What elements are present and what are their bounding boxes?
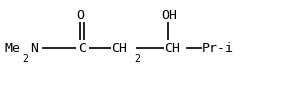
Text: C: C: [78, 42, 86, 55]
Text: N: N: [30, 42, 38, 55]
Text: O: O: [76, 9, 84, 22]
Text: 2: 2: [22, 54, 28, 64]
Text: OH: OH: [161, 9, 177, 22]
Text: 2: 2: [134, 54, 140, 64]
Text: CH: CH: [164, 42, 180, 55]
Text: Me: Me: [4, 42, 20, 55]
Text: Pr-i: Pr-i: [202, 42, 234, 55]
Text: CH: CH: [111, 42, 127, 55]
